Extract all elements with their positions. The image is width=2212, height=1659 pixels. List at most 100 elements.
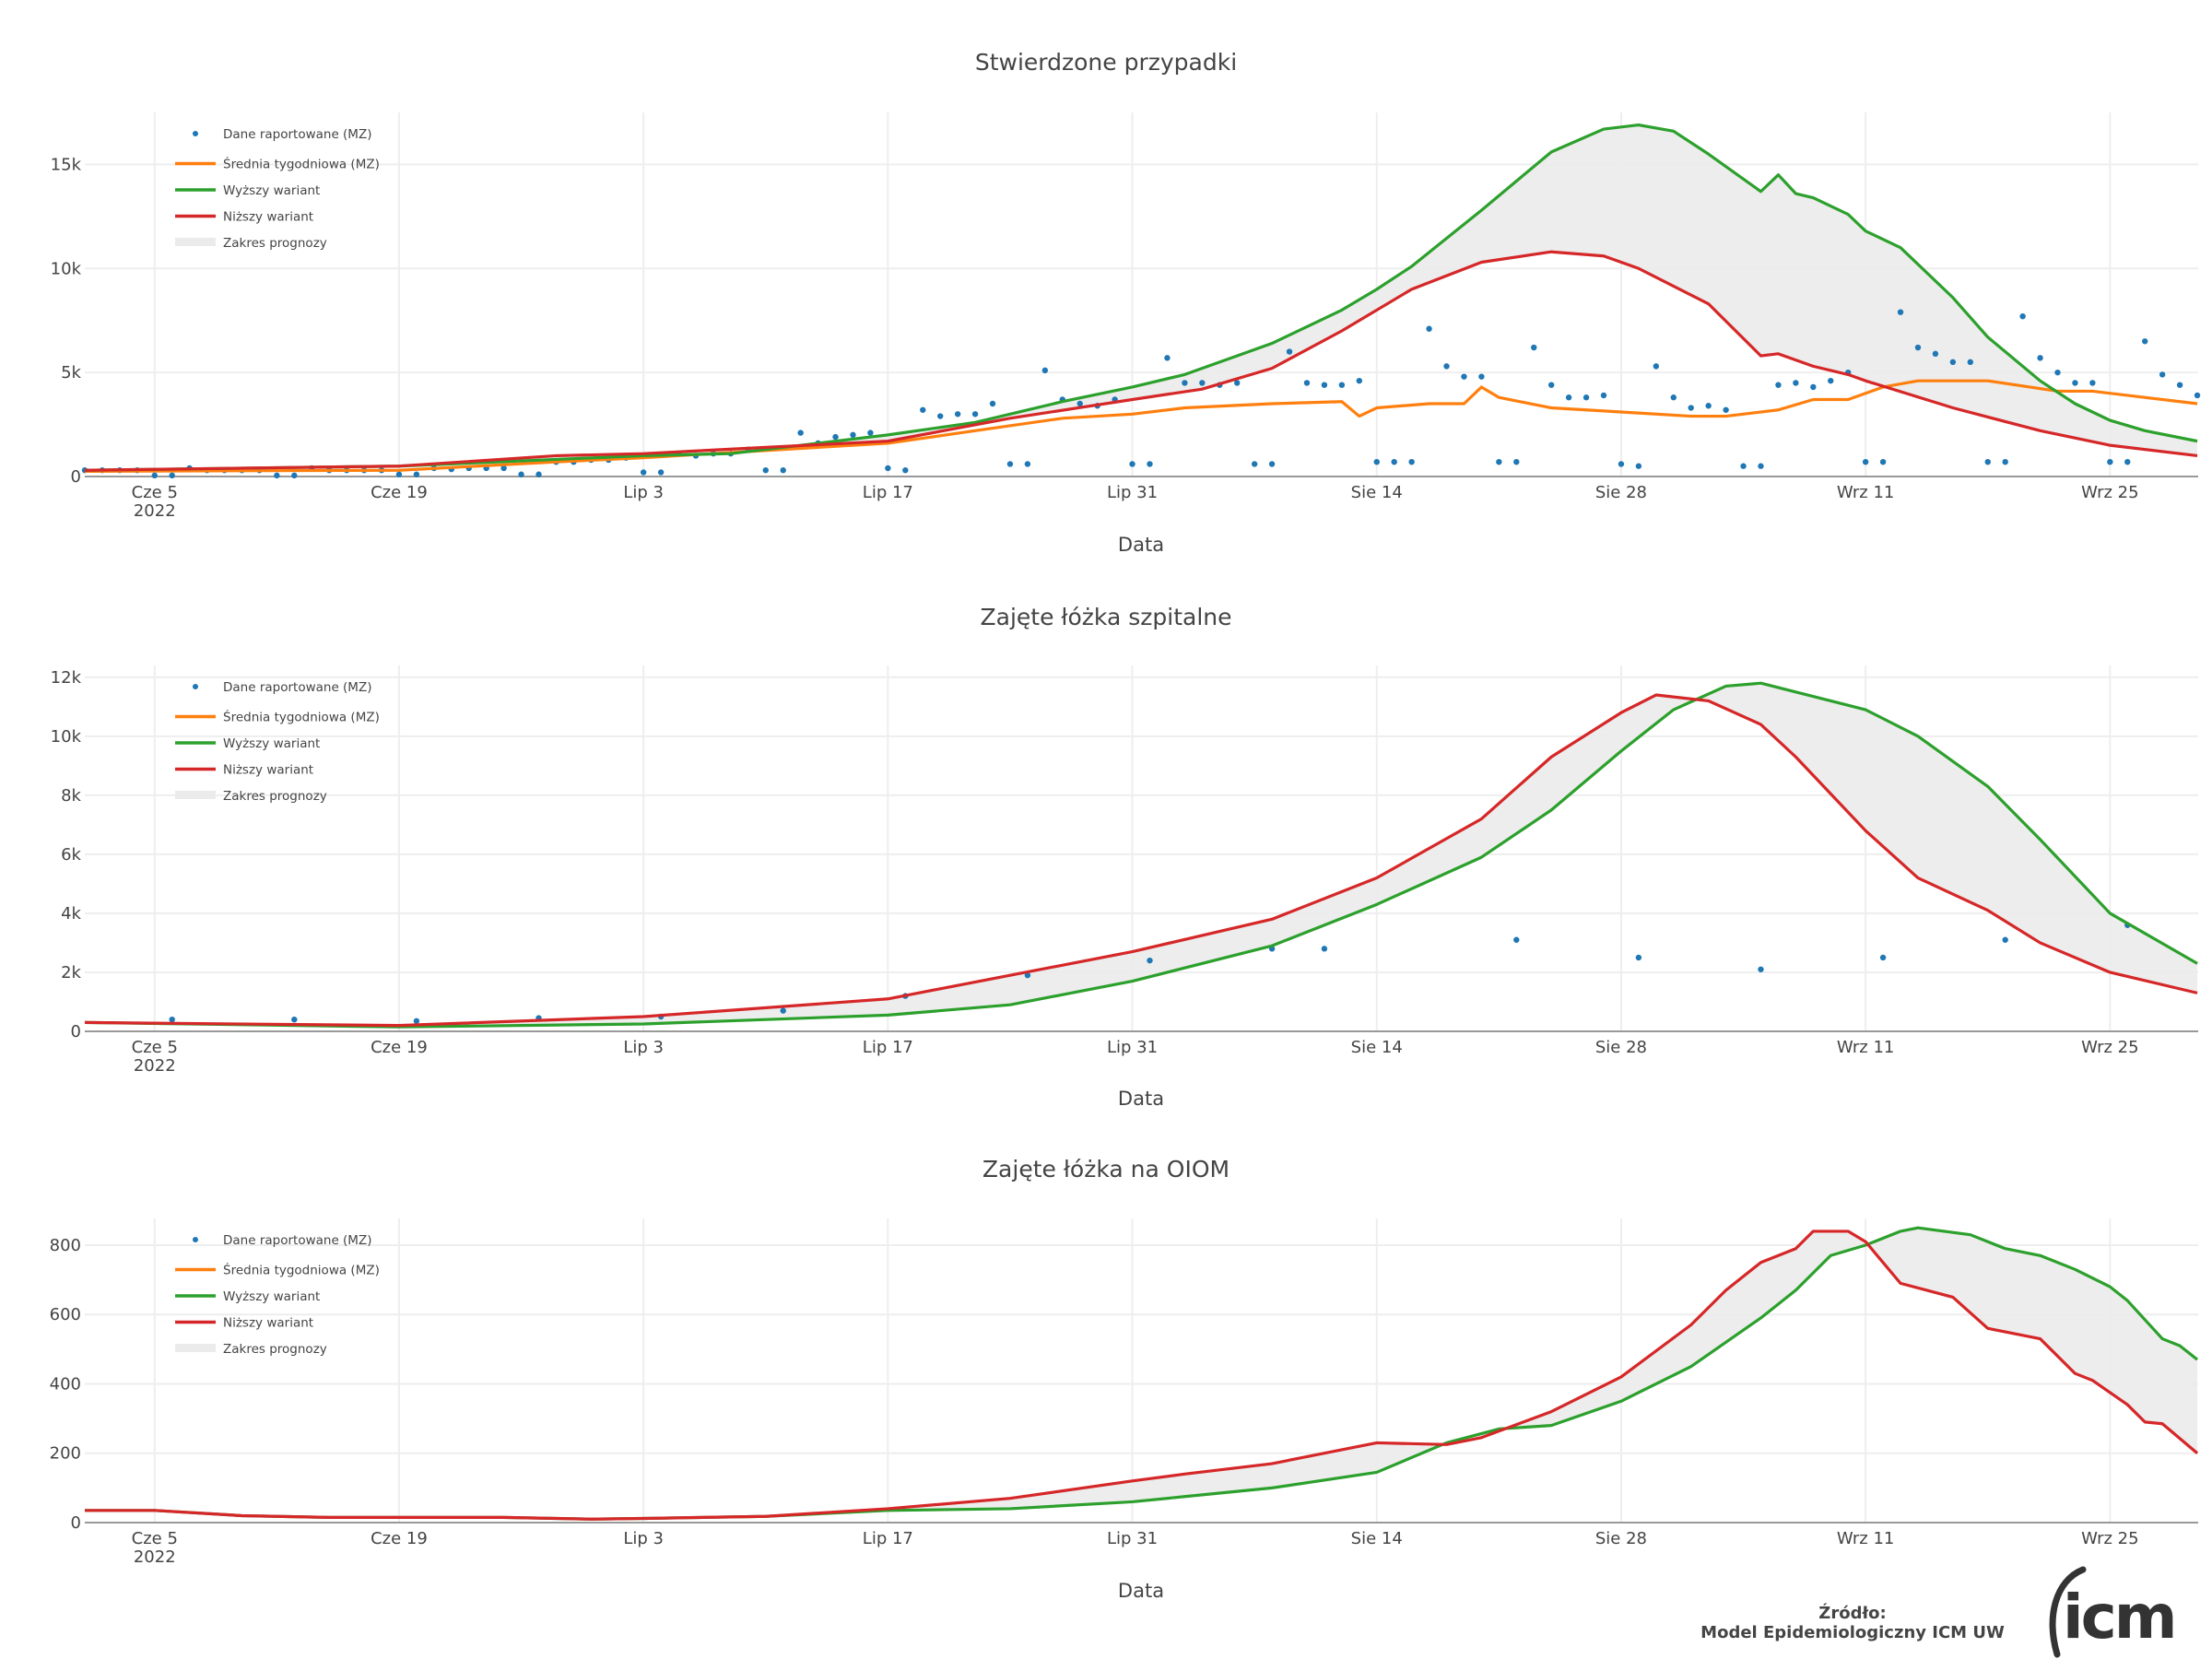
reported-data-point: [1688, 405, 1694, 411]
source-note: Źródło: Model Epidemiologiczny ICM UW: [1659, 1604, 2046, 1642]
x-axis-title: Data: [1118, 534, 1164, 556]
reported-data-point: [1129, 461, 1135, 467]
y-tick-label: 0: [71, 467, 81, 487]
legend-marker-icon: [193, 684, 198, 689]
reported-data-point: [1810, 383, 1817, 391]
reported-data-point: [780, 1007, 786, 1014]
reported-data-point: [780, 467, 786, 474]
reported-data-point: [850, 431, 856, 439]
y-tick-label: 0: [71, 1513, 81, 1533]
legend: Dane raportowane (MZ) Średnia tygodniowa …: [175, 127, 380, 251]
x-tick-label: Cze 5: [132, 1038, 178, 1057]
x-tick-label: Cze 5: [132, 1529, 178, 1548]
reported-data-point: [936, 413, 944, 419]
x-tick-label: Lip 3: [623, 483, 664, 502]
y-tick-label: 6k: [61, 845, 81, 865]
reported-data-point: [413, 1018, 420, 1024]
y-tick-label: 400: [50, 1374, 81, 1394]
reported-data-point: [1600, 392, 1607, 399]
reported-data-point: [1793, 380, 1799, 386]
reported-data-point: [2002, 459, 2008, 465]
svg-text:icm: icm: [2063, 1582, 2175, 1653]
reported-data-point: [2019, 313, 2026, 320]
source-label: Źródło:: [1818, 1604, 1887, 1623]
x-tick-label: Lip 3: [623, 1038, 664, 1057]
reported-data-point: [1461, 373, 1467, 380]
legend: Dane raportowane (MZ) Średnia tygodniowa …: [175, 680, 380, 804]
reported-data-point: [1758, 966, 1764, 972]
reported-data-point: [1914, 344, 1922, 351]
x-tick-label: Lip 17: [863, 1529, 913, 1548]
x-axis-title: Data: [1118, 1580, 1164, 1602]
reported-data-point: [1513, 459, 1520, 465]
legend-entry-label: Wyższy wariant: [223, 183, 320, 198]
reported-data-point: [954, 411, 961, 418]
reported-data-point: [1618, 461, 1625, 467]
legend-entry-label: Zakres prognozy: [223, 1342, 327, 1357]
reported-data-point: [1199, 380, 1206, 386]
reported-data-point: [2107, 459, 2113, 465]
reported-data-point: [2194, 392, 2201, 399]
reported-data-point: [1356, 377, 1363, 384]
reported-data-point: [518, 471, 524, 477]
reported-data-point: [413, 471, 420, 477]
legend-entry-label: Wyższy wariant: [223, 1289, 320, 1304]
series-line-1: [84, 379, 2198, 473]
x-tick-label: Lip 31: [1107, 1038, 1158, 1057]
x-tick-label: Wrz 11: [1837, 1038, 1894, 1057]
reported-data-point: [1565, 394, 1572, 401]
y-tick-label: 4k: [61, 904, 81, 924]
x-axis-title: Data: [1118, 1088, 1164, 1110]
reported-data-point: [1391, 459, 1397, 465]
reported-data-point: [291, 472, 298, 479]
reported-data-point: [920, 406, 926, 413]
y-tick-label: 200: [50, 1444, 81, 1464]
reported-data-point: [395, 471, 403, 477]
legend-entry-label: Niższy wariant: [223, 1316, 313, 1331]
reported-data-point: [291, 1016, 298, 1023]
reported-data-point: [832, 433, 839, 441]
x-tick-label: Wrz 25: [2081, 483, 2138, 502]
reported-data-point: [1583, 394, 1590, 401]
reported-data-point: [1006, 461, 1014, 467]
y-tick-label: 600: [50, 1305, 81, 1324]
reported-data-point: [867, 429, 874, 436]
series-line-3: [84, 693, 2198, 1028]
reported-data-point: [1513, 936, 1520, 943]
series-line-3: [85, 1230, 2199, 1521]
series-line-3: [84, 250, 2198, 472]
reported-data-point: [762, 467, 769, 474]
reported-data-point: [1949, 359, 1957, 366]
y-tick-label: 12k: [51, 668, 82, 688]
reported-data-point: [1024, 971, 1031, 979]
legend-entry-label: Średnia tygodniowa (MZ): [223, 1262, 380, 1278]
reported-data-point: [1653, 363, 1660, 370]
y-tick-label: 800: [50, 1236, 81, 1255]
reported-data-point: [1268, 461, 1276, 467]
source-name: Model Epidemiologiczny ICM UW: [1700, 1623, 2005, 1642]
x-tick-sublabel: 2022: [134, 1547, 176, 1567]
reported-data-point: [1041, 367, 1049, 374]
reported-data-point: [151, 472, 158, 479]
reported-data-point: [500, 465, 507, 472]
reported-data-point: [274, 472, 280, 479]
x-tick-label: Cze 19: [371, 483, 428, 502]
chart-title: Zajęte łóżka na OIOM: [982, 1156, 1230, 1182]
reported-data-point: [1251, 461, 1258, 467]
reported-data-point: [2089, 380, 2096, 386]
reported-data-point: [1635, 954, 1642, 961]
reported-data-point: [2176, 382, 2183, 388]
legend-marker-icon: [193, 1237, 198, 1242]
x-tick-label: Sie 14: [1351, 1038, 1403, 1057]
y-tick-label: 2k: [61, 963, 81, 982]
legend: Dane raportowane (MZ) Średnia tygodniowa …: [175, 1233, 380, 1357]
legend-entry-label: Zakres prognozy: [223, 789, 327, 804]
chart-title: Stwierdzone przypadki: [975, 49, 1237, 76]
x-tick-label: Sie 14: [1351, 483, 1403, 502]
x-tick-sublabel: 2022: [134, 501, 176, 521]
reported-data-point: [1443, 363, 1450, 370]
reported-data-point: [2037, 355, 2043, 361]
reported-data-point: [1321, 382, 1328, 388]
